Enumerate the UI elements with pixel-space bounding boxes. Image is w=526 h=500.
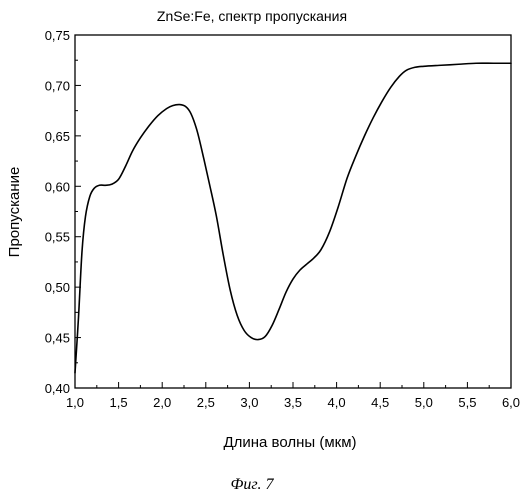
y-tick-label: 0,60 <box>45 179 70 194</box>
x-tick-label: 2,0 <box>153 395 171 410</box>
y-tick-label: 0,40 <box>45 381 70 396</box>
x-tick-label: 3,5 <box>284 395 302 410</box>
plot-frame <box>75 35 511 388</box>
x-axis: 1,0 1,5 2,0 2,5 3,0 3,5 4,0 4,5 5,0 5,5 6,0 <box>66 382 520 410</box>
x-tick-label: 4,0 <box>328 395 346 410</box>
series-line-0 <box>75 63 511 373</box>
figure-caption: Фиг. 7 <box>231 476 275 493</box>
x-tick-label: 3,0 <box>240 395 258 410</box>
x-axis-label: Длина волны (мкм) <box>223 434 356 451</box>
x-tick-label: 1,0 <box>66 395 84 410</box>
y-tick-label: 0,55 <box>45 230 70 245</box>
y-tick-label: 0,50 <box>45 280 70 295</box>
y-tick-label: 0,45 <box>45 331 70 346</box>
y-tick-label: 0,70 <box>45 78 70 93</box>
x-tick-label: 1,5 <box>110 395 128 410</box>
series-layer <box>75 63 511 373</box>
x-tick-label: 2,5 <box>197 395 215 410</box>
x-tick-label: 5,5 <box>458 395 476 410</box>
x-tick-label: 4,5 <box>371 395 389 410</box>
y-tick-label: 0,75 <box>45 28 70 43</box>
x-tick-label: 6,0 <box>502 395 520 410</box>
chart-title: ZnSe:Fe, спектр пропускания <box>157 8 347 24</box>
y-axis-label: Пропускание <box>6 167 23 258</box>
plot-border <box>75 35 511 388</box>
y-tick-label: 0,65 <box>45 129 70 144</box>
x-tick-label: 5,0 <box>415 395 433 410</box>
